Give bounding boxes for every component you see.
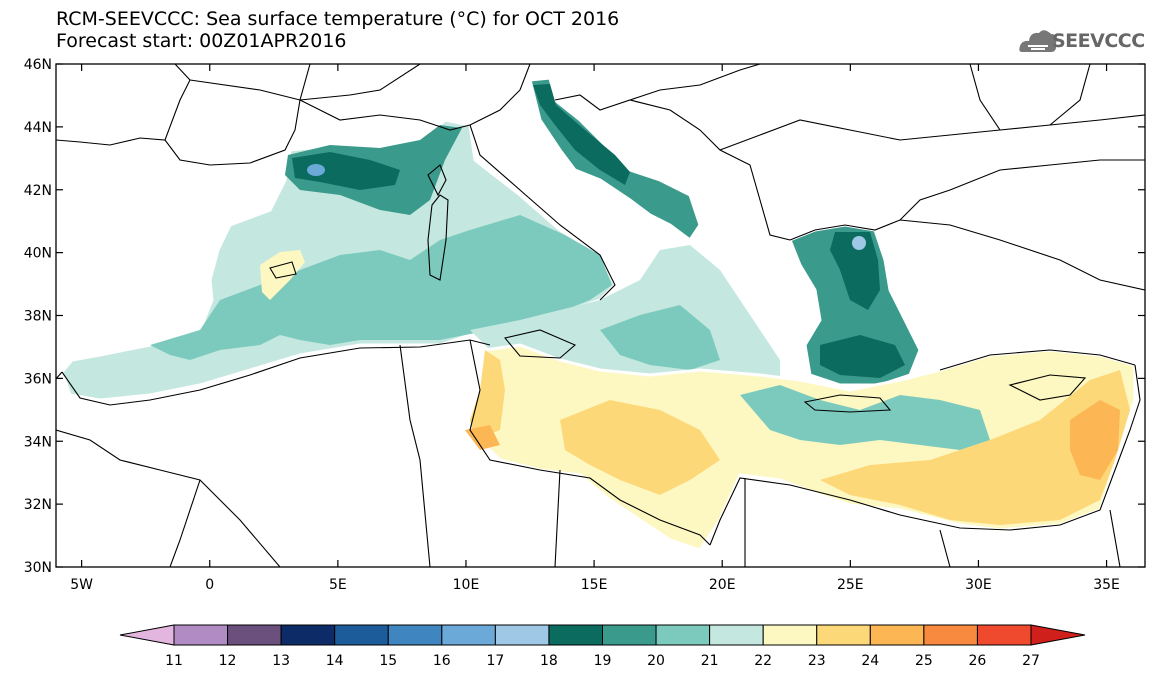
colorbar-box <box>923 624 978 646</box>
sst-region-levant-warm <box>820 370 1130 525</box>
colorbar-label: 16 <box>433 653 451 669</box>
sst-cold-spot-aegean <box>852 236 866 250</box>
colorbar-label: 11 <box>165 653 183 669</box>
colorbar-label: 26 <box>969 653 987 669</box>
sst-region-balearic <box>260 250 305 300</box>
sst-region-gabes <box>465 425 500 450</box>
sst-region-levant-hot <box>1070 400 1120 480</box>
lat-axis: 46N 44N 42N 40N 38N 36N 34N 32N 30N <box>24 57 1145 576</box>
colorbar-label: 25 <box>915 653 933 669</box>
lat-label: 40N <box>24 246 52 262</box>
colorbar-box <box>548 624 603 646</box>
lat-label: 46N <box>24 57 52 73</box>
chart-subtitle: Forecast start: 00Z01APR2016 <box>56 30 347 52</box>
colorbar-box <box>227 624 282 646</box>
lat-label: 36N <box>24 371 52 387</box>
colorbar-box <box>762 624 818 646</box>
colorbar-low-end <box>119 624 175 646</box>
colorbar-label: 22 <box>754 653 772 669</box>
sst-region-west-teal <box>150 215 612 360</box>
colorbar-label: 18 <box>540 653 558 669</box>
lon-label: 25E <box>837 577 864 593</box>
colorbar-label: 27 <box>1022 653 1040 669</box>
lon-label: 30E <box>965 577 992 593</box>
lat-label: 30N <box>24 560 52 576</box>
lat-label: 32N <box>24 497 52 513</box>
colorbar-label: 21 <box>701 653 719 669</box>
colorbar-box <box>655 624 711 646</box>
sst-region-adriatic-north <box>533 84 630 185</box>
lat-label: 38N <box>24 309 52 325</box>
colorbar-box <box>173 624 229 646</box>
colorbar-box <box>816 624 871 646</box>
sst-region-ionian-teal <box>600 305 720 370</box>
sst-region-lion-gulf <box>292 152 400 190</box>
colorbar-box <box>709 624 764 646</box>
colorbar-box <box>976 624 1032 646</box>
chart-title: RCM-SEEVCCC: Sea surface temperature (°C… <box>56 8 620 30</box>
lat-label: 42N <box>24 183 52 199</box>
lon-label: 20E <box>709 577 736 593</box>
colorbar-box <box>334 624 389 646</box>
colorbar-label: 15 <box>379 653 397 669</box>
sst-region-east-teal <box>740 385 990 450</box>
lon-label: 5W <box>70 577 93 593</box>
colorbar-box <box>869 624 925 646</box>
colorbar-label: 20 <box>647 653 665 669</box>
sst-region-tunisia-warm <box>470 350 505 440</box>
colorbar-box <box>494 624 550 646</box>
colorbar-label: 19 <box>594 653 612 669</box>
lon-label: 10E <box>453 577 480 593</box>
colorbar-box <box>602 624 657 646</box>
lat-label: 34N <box>24 434 52 450</box>
cloud-icon <box>1019 30 1057 52</box>
sst-field <box>60 76 1137 552</box>
sst-region-aegean-north <box>830 232 880 310</box>
sst-region-aegean-south <box>820 335 905 378</box>
colorbar-label: 24 <box>861 653 879 669</box>
lat-label: 44N <box>24 120 52 136</box>
colorbar-label: 17 <box>486 653 504 669</box>
sst-cold-spot-lion <box>307 164 325 176</box>
logo-text: SEEVCCC <box>1052 30 1145 52</box>
colorbar-box <box>441 624 496 646</box>
sst-region-libyan-sea <box>560 400 720 495</box>
lon-label: 35E <box>1093 577 1120 593</box>
coastlines <box>56 64 1145 567</box>
colorbar-box <box>387 624 443 646</box>
lon-label: 5E <box>329 577 347 593</box>
colorbar-label: 14 <box>326 653 344 669</box>
colorbar-label: 13 <box>272 653 290 669</box>
lon-axis: 5W 0 5E 10E 15E 20E 25E 30E 35E <box>70 64 1120 593</box>
lon-label: 0 <box>205 577 214 593</box>
lon-label: 15E <box>581 577 608 593</box>
colorbar-label: 23 <box>808 653 826 669</box>
colorbar-label: 12 <box>219 653 237 669</box>
colorbar-high-end <box>1030 624 1086 646</box>
colorbar-box <box>280 624 336 646</box>
